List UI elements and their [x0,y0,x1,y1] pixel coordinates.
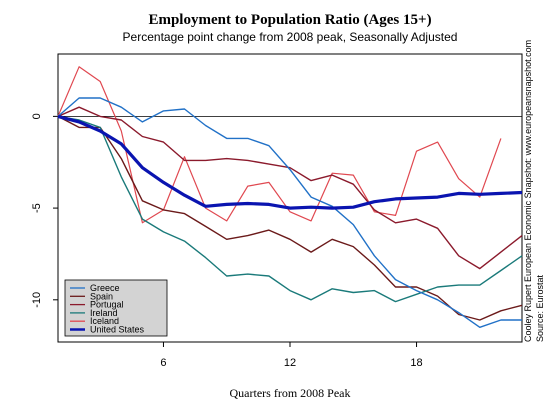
series-line-spain [57,115,523,321]
y-axis: 0 -5 -10 [31,113,58,308]
x-tick-label: 6 [160,357,166,369]
y-tick-label: -5 [31,203,43,213]
credit-text: Cooley Rupert European Economic Snapshot… [523,40,533,342]
x-axis-label: Quarters from 2008 Peak [230,386,351,400]
legend-box [64,279,168,337]
series-line-iceland [57,66,502,224]
series-line-greece [57,97,522,328]
chart-title: Employment to Population Ratio (Ages 15+… [148,12,431,28]
y-tick-label: -10 [31,292,43,308]
chart-subtitle: Percentage point change from 2008 peak, … [123,30,458,44]
series-line-ireland [57,115,523,303]
x-tick-label: 18 [410,357,422,369]
x-tick-label: 12 [284,357,296,369]
legend: GreeceSpainPortugalIrelandIcelandUnited … [64,279,168,337]
series-line-portugal [57,106,523,270]
series-lines [57,66,523,328]
legend-entry: Spain [90,291,113,301]
y-tick-label: 0 [31,113,43,119]
legend-entry: Iceland [90,316,119,326]
legend-entry: Ireland [90,308,118,318]
legend-entry: Portugal [90,300,124,310]
x-axis: 6 12 18 [160,342,423,369]
legend-entry: Greece [90,283,120,293]
series-line-united-states [57,114,523,210]
source-text: Source: Eurostat [535,274,545,342]
legend-entry: United States [90,325,145,335]
